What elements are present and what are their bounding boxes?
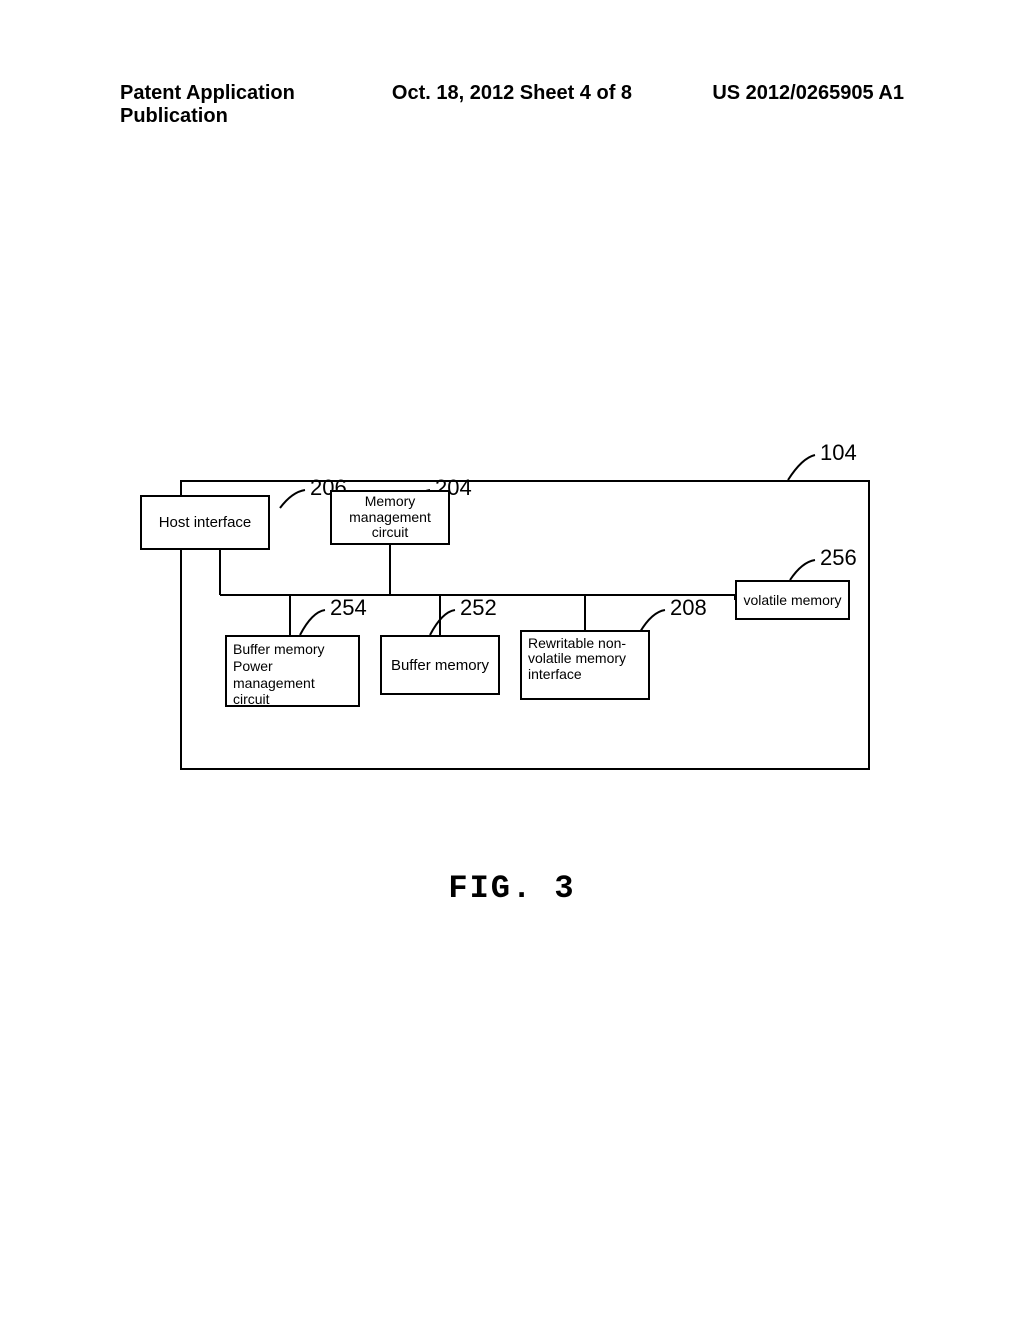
ref-label-104: 104 — [820, 440, 857, 466]
ref-label-254: 254 — [330, 595, 367, 621]
header-publication: Patent Application Publication — [120, 82, 381, 128]
header-date-sheet: Oct. 18, 2012 Sheet 4 of 8 — [381, 82, 642, 128]
block-buffer-power: Buffer memoryPower management circuit — [225, 635, 360, 707]
header-patent-number: US 2012/0265905 A1 — [643, 82, 904, 128]
ref-label-208: 208 — [670, 595, 707, 621]
ref-label-252: 252 — [460, 595, 497, 621]
block-buffer-memory: Buffer memory — [380, 635, 500, 695]
block-diagram: 104 206 204 256 254 252 208 — [180, 440, 870, 770]
block-host-interface: Host interface — [140, 495, 270, 550]
block-memory-management: Memory management circuit — [330, 490, 450, 545]
ref-label-256: 256 — [820, 545, 857, 571]
block-volatile-memory: volatile memory — [735, 580, 850, 620]
page-header: Patent Application Publication Oct. 18, … — [0, 82, 1024, 128]
figure-caption: FIG. 3 — [0, 870, 1024, 907]
container-block-104 — [180, 480, 870, 770]
block-rewritable-interface: Rewritable non-volatile memoryinterface — [520, 630, 650, 700]
